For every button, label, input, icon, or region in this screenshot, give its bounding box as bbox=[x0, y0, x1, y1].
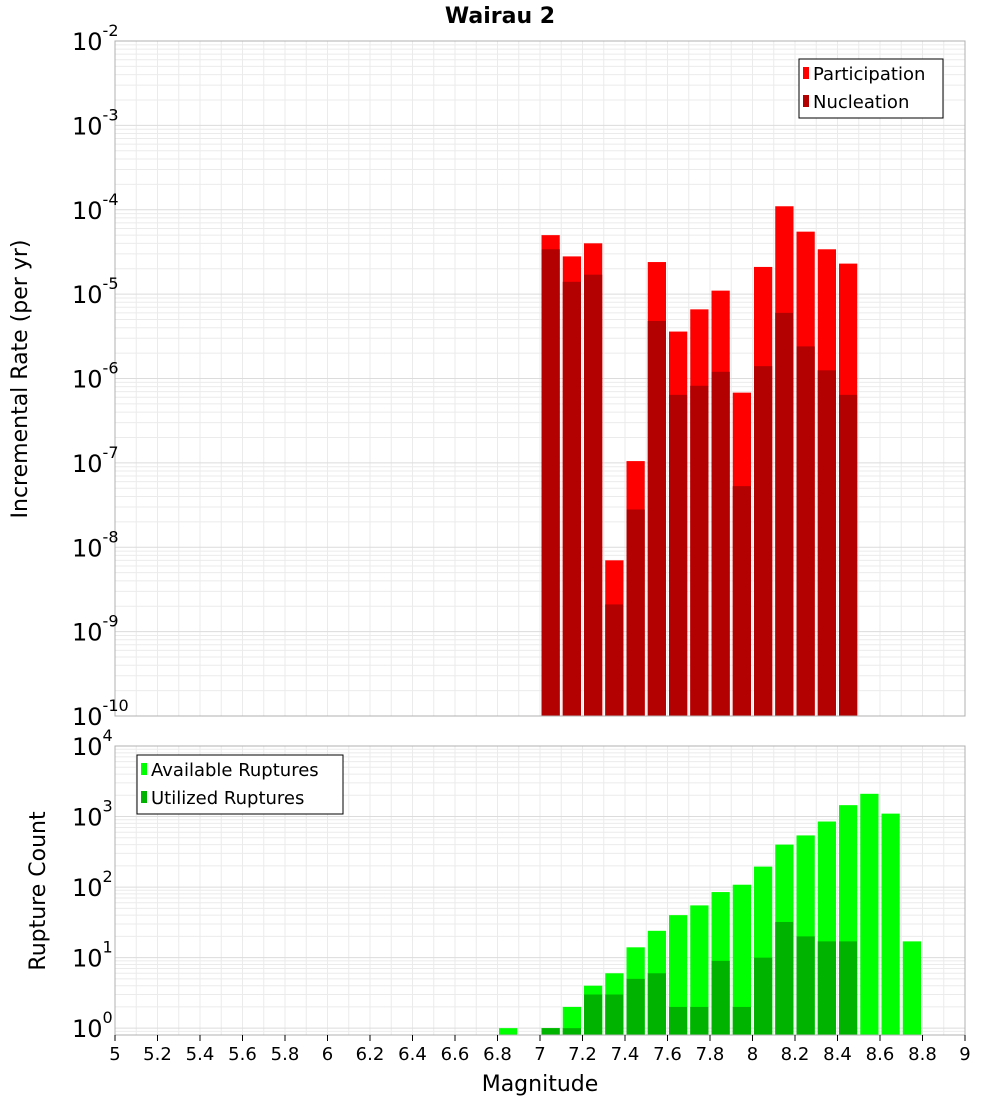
top-legend-box bbox=[798, 58, 944, 119]
x-axis-ticks: 5 5.2 5.4 5.6 5.8 6 6.2 6.4 6.6 6.8 7 7.2 7.4 7.6 7.8 8… bbox=[109, 1035, 971, 1065]
top-y-tick-label: 10-3 bbox=[72, 105, 119, 140]
bottom-utilized-ruptures-bar bbox=[669, 1006, 688, 1035]
bottom-y-axis-label: Rupture Count bbox=[26, 811, 51, 971]
x-tick-label: 6.4 bbox=[398, 1044, 427, 1065]
bottom-utilized-ruptures-bar bbox=[541, 1028, 560, 1035]
bottom-utilized-ruptures-bar bbox=[605, 994, 624, 1035]
bottom-available-ruptures-bar bbox=[860, 793, 879, 1035]
bottom-utilized-ruptures-bar bbox=[732, 1006, 751, 1035]
top-y-tick-label: 10-2 bbox=[72, 21, 119, 56]
bottom-utilized-ruptures-bar bbox=[584, 994, 603, 1035]
legend-participation-swatch bbox=[803, 67, 809, 79]
top-nucleation-bar bbox=[584, 274, 603, 716]
top-nucleation-bar bbox=[647, 321, 666, 716]
top-y-tick-label: 10-9 bbox=[72, 612, 119, 647]
bottom-utilized-ruptures-bar bbox=[796, 936, 815, 1035]
chart-title: Wairau 2 bbox=[445, 4, 555, 29]
bottom-y-tick-label: 102 bbox=[72, 867, 113, 902]
bottom-y-tick-label: 101 bbox=[72, 938, 113, 973]
bottom-y-ticks: 100 101 102 103 104 bbox=[72, 726, 113, 1043]
top-nucleation-bar bbox=[669, 394, 688, 716]
top-y-tick-label: 10-8 bbox=[72, 527, 119, 562]
x-tick-label: 6.8 bbox=[483, 1044, 512, 1065]
x-tick-label: 6.2 bbox=[356, 1044, 385, 1065]
x-tick-label: 8 bbox=[747, 1044, 758, 1065]
top-nucleation-bar bbox=[754, 366, 773, 716]
top-nucleation-bar bbox=[626, 509, 645, 716]
top-y-tick-label: 10-7 bbox=[72, 443, 119, 478]
bottom-available-ruptures-bar bbox=[562, 1006, 581, 1035]
bottom-y-tick-label: 100 bbox=[72, 1008, 113, 1043]
bottom-grid bbox=[114, 745, 966, 1036]
bottom-bars bbox=[499, 793, 921, 1035]
x-tick-label: 6.6 bbox=[441, 1044, 470, 1065]
bottom-y-tick-label: 104 bbox=[72, 726, 113, 761]
top-y-tick-label: 10-5 bbox=[72, 274, 119, 309]
bottom-y-tick-label: 103 bbox=[72, 797, 113, 832]
bottom-utilized-ruptures-bar bbox=[711, 960, 730, 1035]
bottom-available-ruptures-bar bbox=[902, 941, 921, 1035]
bottom-utilized-ruptures-bar bbox=[775, 921, 794, 1035]
top-y-axis-label: Incremental Rate (per yr) bbox=[8, 240, 33, 519]
bottom-utilized-ruptures-bar bbox=[754, 957, 773, 1035]
bottom-available-ruptures-bar bbox=[690, 905, 709, 1035]
x-tick-label: 7 bbox=[534, 1044, 545, 1065]
x-tick-label: 5 bbox=[109, 1044, 120, 1065]
rupture-count-panel: 100 101 102 103 104 Rupture Count Available … bbox=[26, 726, 966, 1043]
x-tick-label: 8.2 bbox=[781, 1044, 810, 1065]
participation-nucleation-panel: 10-10 10-9 10-8 10-7 10-6 10-5 10-4 10-3 10-2 In… bbox=[8, 21, 966, 731]
x-tick-label: 7.2 bbox=[568, 1044, 597, 1065]
bottom-legend-box bbox=[136, 754, 344, 815]
bottom-utilized-ruptures-bar bbox=[817, 941, 836, 1035]
legend-available-label: Available Ruptures bbox=[151, 760, 319, 781]
legend-available-swatch bbox=[141, 763, 147, 775]
x-axis-label: Magnitude bbox=[482, 1072, 599, 1097]
x-tick-label: 8.6 bbox=[866, 1044, 895, 1065]
top-nucleation-bar bbox=[796, 346, 815, 716]
bottom-available-ruptures-bar bbox=[669, 915, 688, 1035]
x-tick-label: 8.8 bbox=[908, 1044, 937, 1065]
top-legend: Participation Nucleation bbox=[798, 58, 944, 119]
bottom-utilized-ruptures-bar bbox=[626, 978, 645, 1035]
bottom-legend: Available Ruptures Utilized Ruptures bbox=[136, 754, 344, 815]
top-nucleation-bar bbox=[711, 371, 730, 716]
legend-utilized-swatch bbox=[141, 791, 147, 803]
bottom-available-ruptures-bar bbox=[499, 1028, 518, 1035]
x-tick-label: 6 bbox=[322, 1044, 333, 1065]
bottom-utilized-ruptures-bar bbox=[562, 1028, 581, 1035]
x-tick-label: 8.4 bbox=[823, 1044, 852, 1065]
top-nucleation-bar bbox=[775, 312, 794, 716]
x-tick-label: 5.4 bbox=[186, 1044, 215, 1065]
bottom-utilized-ruptures-bar bbox=[839, 941, 858, 1035]
x-tick-label: 7.6 bbox=[653, 1044, 682, 1065]
bottom-available-ruptures-bar bbox=[732, 884, 751, 1035]
x-tick-label: 5.8 bbox=[271, 1044, 300, 1065]
legend-nucleation-swatch bbox=[803, 95, 809, 107]
top-nucleation-bar bbox=[817, 370, 836, 716]
x-tick-label: 7.8 bbox=[696, 1044, 725, 1065]
legend-nucleation-label: Nucleation bbox=[813, 92, 909, 113]
top-y-tick-label: 10-6 bbox=[72, 359, 119, 394]
top-nucleation-bar bbox=[839, 394, 858, 716]
top-y-tick-label: 10-4 bbox=[72, 190, 119, 225]
top-nucleation-bar bbox=[541, 249, 560, 716]
top-grid bbox=[114, 40, 966, 717]
x-tick-label: 5.6 bbox=[228, 1044, 257, 1065]
legend-participation-label: Participation bbox=[813, 64, 925, 85]
x-tick-label: 9 bbox=[959, 1044, 970, 1065]
top-plot-frame bbox=[114, 40, 966, 717]
bottom-utilized-ruptures-bar bbox=[690, 1006, 709, 1035]
top-nucleation-bar bbox=[562, 281, 581, 716]
top-nucleation-bar bbox=[605, 604, 624, 716]
x-tick-label: 7.4 bbox=[611, 1044, 640, 1065]
top-bars bbox=[541, 206, 858, 717]
top-y-tick-label: 10-10 bbox=[72, 696, 129, 731]
top-nucleation-bar bbox=[690, 385, 709, 716]
legend-utilized-label: Utilized Ruptures bbox=[151, 788, 304, 809]
x-tick-label: 5.2 bbox=[143, 1044, 172, 1065]
top-nucleation-bar bbox=[732, 486, 751, 716]
bottom-available-ruptures-bar bbox=[881, 813, 900, 1035]
bottom-utilized-ruptures-bar bbox=[647, 973, 666, 1035]
